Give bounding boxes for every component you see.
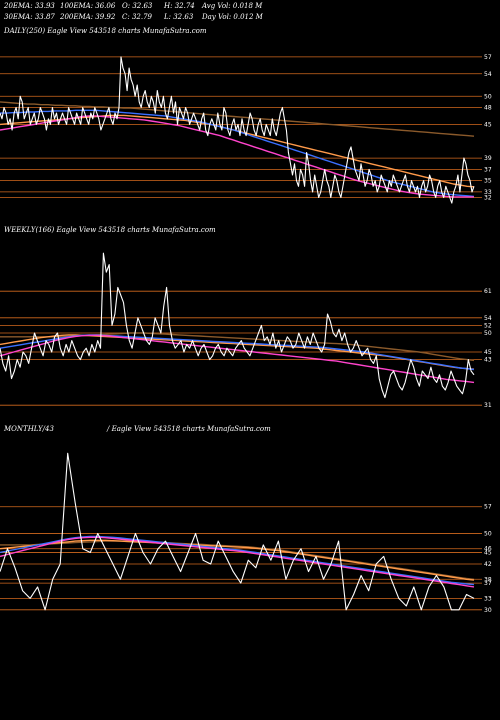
low-stat: L: 32.63 — [164, 13, 194, 21]
daily-y-tick-label: 48 — [484, 105, 492, 112]
stats-header: 20EMA: 33.93 100EMA: 36.06 O: 32.63 H: 3… — [4, 2, 500, 24]
weekly-price-line — [0, 252, 475, 399]
monthly-y-tick-label: 30 — [484, 607, 492, 614]
monthly-chart-title-left: MONTHLY/43 — [4, 425, 54, 433]
daily-ema-line-1 — [0, 101, 475, 137]
monthly-y-tick-label: 37 — [484, 580, 492, 587]
weekly-y-tick-label: 61 — [484, 288, 492, 295]
monthly-y-tick-label: 57 — [484, 504, 492, 511]
monthly-y-tick-label: 42 — [484, 561, 492, 568]
ema100-stat: 100EMA: 36.06 — [60, 2, 116, 10]
weekly-y-tick-label: 50 — [484, 330, 492, 337]
monthly-chart-title-right: / Eagle View 543518 charts MunafaSutra.c… — [107, 425, 271, 433]
daily-ema-line-4 — [0, 115, 474, 198]
monthly-ema-line-4 — [0, 536, 475, 588]
day-vol-stat: Day Vol: 0.012 M — [202, 13, 263, 21]
monthly-y-tick-label: 33 — [484, 595, 492, 602]
daily-y-tick-label: 35 — [484, 178, 492, 185]
weekly-y-tick-label: 43 — [484, 357, 492, 364]
weekly-ema-line-4 — [0, 334, 475, 384]
ema20-stat: 20EMA: 33.93 — [4, 2, 55, 10]
monthly-y-tick-label: 50 — [484, 530, 492, 537]
monthly-ema-line-3 — [0, 535, 475, 586]
monthly-ema-line-2 — [0, 539, 475, 581]
daily-price-line — [0, 56, 475, 204]
daily-y-tick-label: 45 — [484, 121, 492, 128]
daily-y-tick-label: 39 — [484, 155, 492, 162]
high-stat: H: 32.74 — [164, 2, 195, 10]
daily-y-tick-label: 54 — [484, 71, 492, 78]
daily-y-tick-label: 50 — [484, 93, 492, 100]
monthly-price-line — [0, 452, 475, 611]
close-stat: C: 32.79 — [122, 13, 152, 21]
daily-y-tick-label: 37 — [484, 166, 492, 173]
weekly-y-tick-label: 45 — [484, 349, 492, 356]
ema200-stat: 200EMA: 39.92 — [60, 13, 116, 21]
monthly-ema-line-1 — [0, 540, 475, 580]
monthly-y-tick-label: 46 — [484, 546, 492, 553]
monthly-y-tick-label: 38 — [484, 576, 492, 583]
daily-y-tick-label: 32 — [484, 195, 492, 202]
weekly-y-tick-label: 52 — [484, 322, 492, 329]
daily-y-tick-label: 33 — [484, 189, 492, 196]
daily-chart-title: DAILY(250) Eagle View 543518 charts Muna… — [4, 27, 207, 35]
weekly-y-tick-label: 31 — [484, 402, 492, 409]
daily-ema-line-3 — [0, 109, 475, 198]
weekly-chart-title: WEEKLY(166) Eagle View 543518 charts Mun… — [4, 226, 216, 234]
daily-y-tick-label: 57 — [484, 54, 492, 61]
weekly-y-tick-label: 54 — [484, 315, 492, 322]
ema30-stat: 30EMA: 33.87 — [4, 13, 55, 21]
avg-vol-stat: Avg Vol: 0.018 M — [202, 2, 263, 10]
open-stat: O: 32.63 — [122, 2, 153, 10]
monthly-y-tick-label: 45 — [484, 550, 492, 557]
